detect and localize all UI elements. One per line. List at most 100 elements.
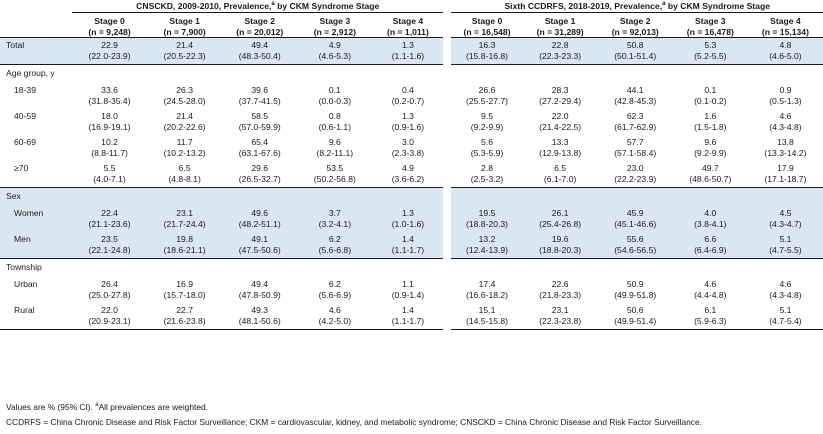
value-cell: 1.3 (0.9-1.6) (372, 109, 447, 135)
value-cell: 10.2 (8.8-11.7) (72, 135, 147, 161)
prevalence-value: 2.8 (481, 163, 493, 173)
prevalence-value: 4.8 (779, 40, 792, 50)
value-cell: 49.1 (47.5-50.6) (222, 232, 298, 259)
value-cell: 16.9 (15.7-18.0) (147, 277, 222, 303)
prevalence-value: 0.1 (328, 85, 341, 95)
value-cell: 22.8 (22.3-23.3) (522, 37, 598, 65)
value-cell: 57.7 (57.1-58.4) (598, 135, 673, 161)
confidence-interval: (4.3-4.7) (769, 218, 802, 229)
table-row: Men 23.5 (22.1-24.8) 19.8 (18.6-21.1) 49.1 (47… (0, 232, 823, 259)
confidence-interval: (18.6-21.1) (163, 244, 206, 255)
prevalence-value: 23.0 (626, 163, 644, 173)
value-cell: 22.4 (21.1-23.6) (72, 206, 148, 232)
value-cell: 23.1 (21.7-24.4) (147, 206, 223, 232)
confidence-interval: (22.3-23.8) (539, 315, 582, 326)
value-cell: 28.3 (27.2-29.4) (523, 83, 598, 109)
confidence-interval: (8.8-11.7) (91, 147, 128, 158)
row-label: Total (0, 37, 72, 65)
value-cell: 5.1 (4.7-5.5) (747, 232, 823, 259)
prevalence-value: 49.4 (251, 279, 269, 289)
value-cell: 53.5 (50.2-56.8) (297, 161, 372, 188)
value-cell: 4.6 (4.4-4.8) (673, 277, 748, 303)
value-cell: 58.5 (57.0-59.9) (222, 109, 297, 135)
confidence-interval: (0.6-1.1) (318, 121, 352, 132)
confidence-interval: (5.2-5.5) (694, 50, 727, 61)
prevalence-value: 49.1 (251, 234, 269, 244)
value-cell: 13.2 (12.4-13.9) (443, 232, 523, 259)
confidence-interval: (4.6-5.0) (769, 50, 802, 61)
prevalence-value: 29.6 (251, 163, 269, 173)
confidence-interval: (1.5-1.8) (694, 121, 727, 132)
value-cell: 22.7 (21.6-23.8) (147, 303, 223, 330)
prevalence-value: 1.4 (401, 305, 414, 315)
stage-n: (n = 15,134) (761, 26, 809, 37)
prevalence-value: 39.6 (251, 85, 269, 95)
value-cell: 21.4 (20.2-22.6) (147, 109, 222, 135)
stage-name: Stage 3 (319, 16, 351, 26)
prevalence-value: 49.3 (251, 305, 269, 315)
value-cell: 49.3 (48.1-50.6) (222, 303, 298, 330)
table-row: Total 22.9 (22.0-23.9) 21.4 (20.5-22.3) 49.4(… (0, 37, 823, 65)
stage-n: (n = 92,013) (611, 26, 659, 37)
value-cell: 9.6 (8.2-11.1) (297, 135, 372, 161)
confidence-interval: (1.0-1.6) (391, 218, 425, 229)
value-cell: 4.8 (4.6-5.0) (747, 37, 823, 65)
value-cell: 4.6 (4.3-4.8) (748, 277, 823, 303)
prevalence-value: 26.6 (478, 85, 496, 95)
prevalence-value: 55.6 (626, 234, 644, 244)
stage-name: Stage 2 (244, 16, 276, 26)
table-row: 18-39 33.6 (31.8-35.4) 26.3 (24.5-28.0) 39.6(… (0, 83, 823, 109)
confidence-interval: (15.7-18.0) (163, 289, 206, 300)
prevalence-value: 49.7 (701, 163, 719, 173)
prevalence-value: 21.4 (176, 111, 193, 121)
confidence-interval: (14.5-15.8) (466, 315, 509, 326)
prevalence-value: 9.5 (481, 111, 493, 121)
value-cell: 16.3 (15.8-16.8) (443, 37, 523, 65)
value-cell: 65.4 (63.1-67.6) (222, 135, 297, 161)
confidence-interval: (21.4-22.5) (539, 121, 582, 132)
value-cell: 33.6 (31.8-35.4) (72, 83, 147, 109)
prevalence-value: 49.4 (251, 40, 269, 50)
value-cell: 9.6 (9.2-9.9) (673, 135, 748, 161)
value-cell: 1.1 (0.9-1.4) (372, 277, 447, 303)
confidence-interval: (13.3-14.2) (764, 147, 807, 158)
prevalence-value: 44.1 (626, 85, 644, 95)
stage-header-cnsckd-1: Stage 1 (n = 7,900) (147, 12, 223, 38)
confidence-interval: (21.6-23.8) (163, 315, 206, 326)
stage-header-ccdrfs-3: Stage 3 (n = 16,478) (672, 12, 748, 38)
confidence-interval: (10.2-13.2) (163, 147, 206, 158)
prevalence-value: 4.6 (779, 279, 792, 289)
value-cell: 3.7 (3.2-4.1) (297, 206, 373, 232)
confidence-interval: (0.9-1.6) (391, 121, 425, 132)
table-row: 60-69 10.2 (8.8-11.7) 11.7 (10.2-13.2) 65.4 (6… (0, 135, 823, 161)
value-cell: 0.8 (0.6-1.1) (297, 109, 372, 135)
prevalence-value: 26.3 (176, 85, 193, 95)
confidence-interval: (4.4-4.8) (694, 289, 727, 300)
confidence-interval: (16.6-18.2) (466, 289, 509, 300)
stage-header-ccdrfs-0: Stage 0 (n = 16,548) (443, 12, 523, 38)
value-cell: 4.6 (4.2-5.0) (297, 303, 373, 330)
group-header-ccdrfs: Sixth CCDRFS, 2018-2019, Prevalence,a by… (443, 0, 823, 13)
confidence-interval: (2.5-3.2) (470, 173, 504, 184)
corner-cell (0, 0, 72, 13)
prevalence-value: 3.0 (401, 137, 414, 147)
prevalence-value: 4.6 (779, 111, 792, 121)
prevalence-value: 4.5 (779, 208, 792, 218)
section-label: Township (0, 258, 72, 277)
value-cell: 39.6 (37.7-41.5) (222, 83, 297, 109)
prevalence-value: 50.6 (626, 305, 644, 315)
confidence-interval: (8.2-11.1) (316, 147, 354, 158)
value-cell: 49.6 (48.2-51.1) (222, 206, 298, 232)
value-cell: 4.0 (3.8-4.1) (672, 206, 748, 232)
table-row: Urban 26.4 (25.0-27.8) 16.9 (15.7-18.0) 49.4(… (0, 277, 823, 303)
value-cell: 29.6 (26.5-32.7) (222, 161, 297, 188)
section-header-row: Township (0, 258, 823, 277)
prevalence-value: 22.7 (176, 305, 193, 315)
confidence-interval: (22.3-23.3) (539, 50, 582, 61)
value-cell: 15.1 (14.5-15.8) (443, 303, 523, 330)
confidence-interval: (5.3-5.9) (470, 147, 504, 158)
confidence-interval: (3.6-6.2) (391, 173, 425, 184)
stage-n: (n = 16,548) (463, 26, 511, 37)
confidence-interval: (15.8-16.8) (466, 50, 509, 61)
stage-name: Stage 4 (392, 16, 424, 26)
